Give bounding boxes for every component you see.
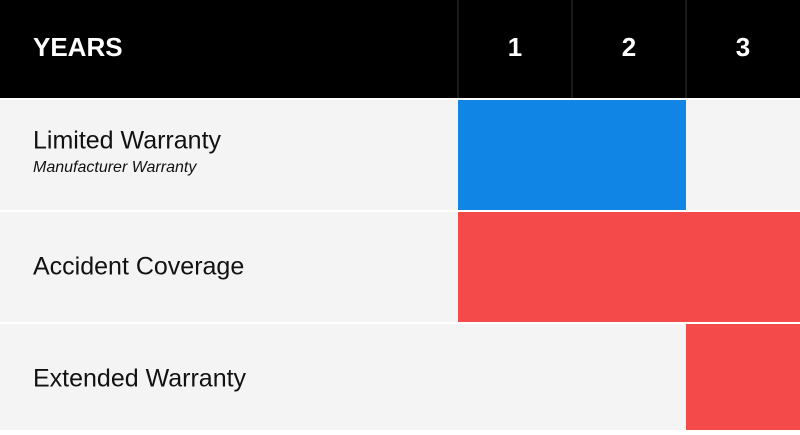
row-label: Extended Warranty — [33, 365, 247, 393]
row-background — [0, 324, 800, 430]
row-label: Limited Warranty — [33, 127, 222, 155]
header-title: YEARS — [33, 32, 123, 62]
header-background — [0, 0, 800, 98]
coverage-bar — [686, 324, 800, 430]
coverage-bar — [458, 100, 686, 210]
row-label: Accident Coverage — [33, 253, 244, 281]
year-label: 3 — [736, 32, 750, 62]
year-label: 1 — [508, 32, 522, 62]
year-label: 2 — [622, 32, 636, 62]
row-sublabel: Manufacturer Warranty — [33, 159, 197, 176]
coverage-bar — [458, 212, 800, 322]
